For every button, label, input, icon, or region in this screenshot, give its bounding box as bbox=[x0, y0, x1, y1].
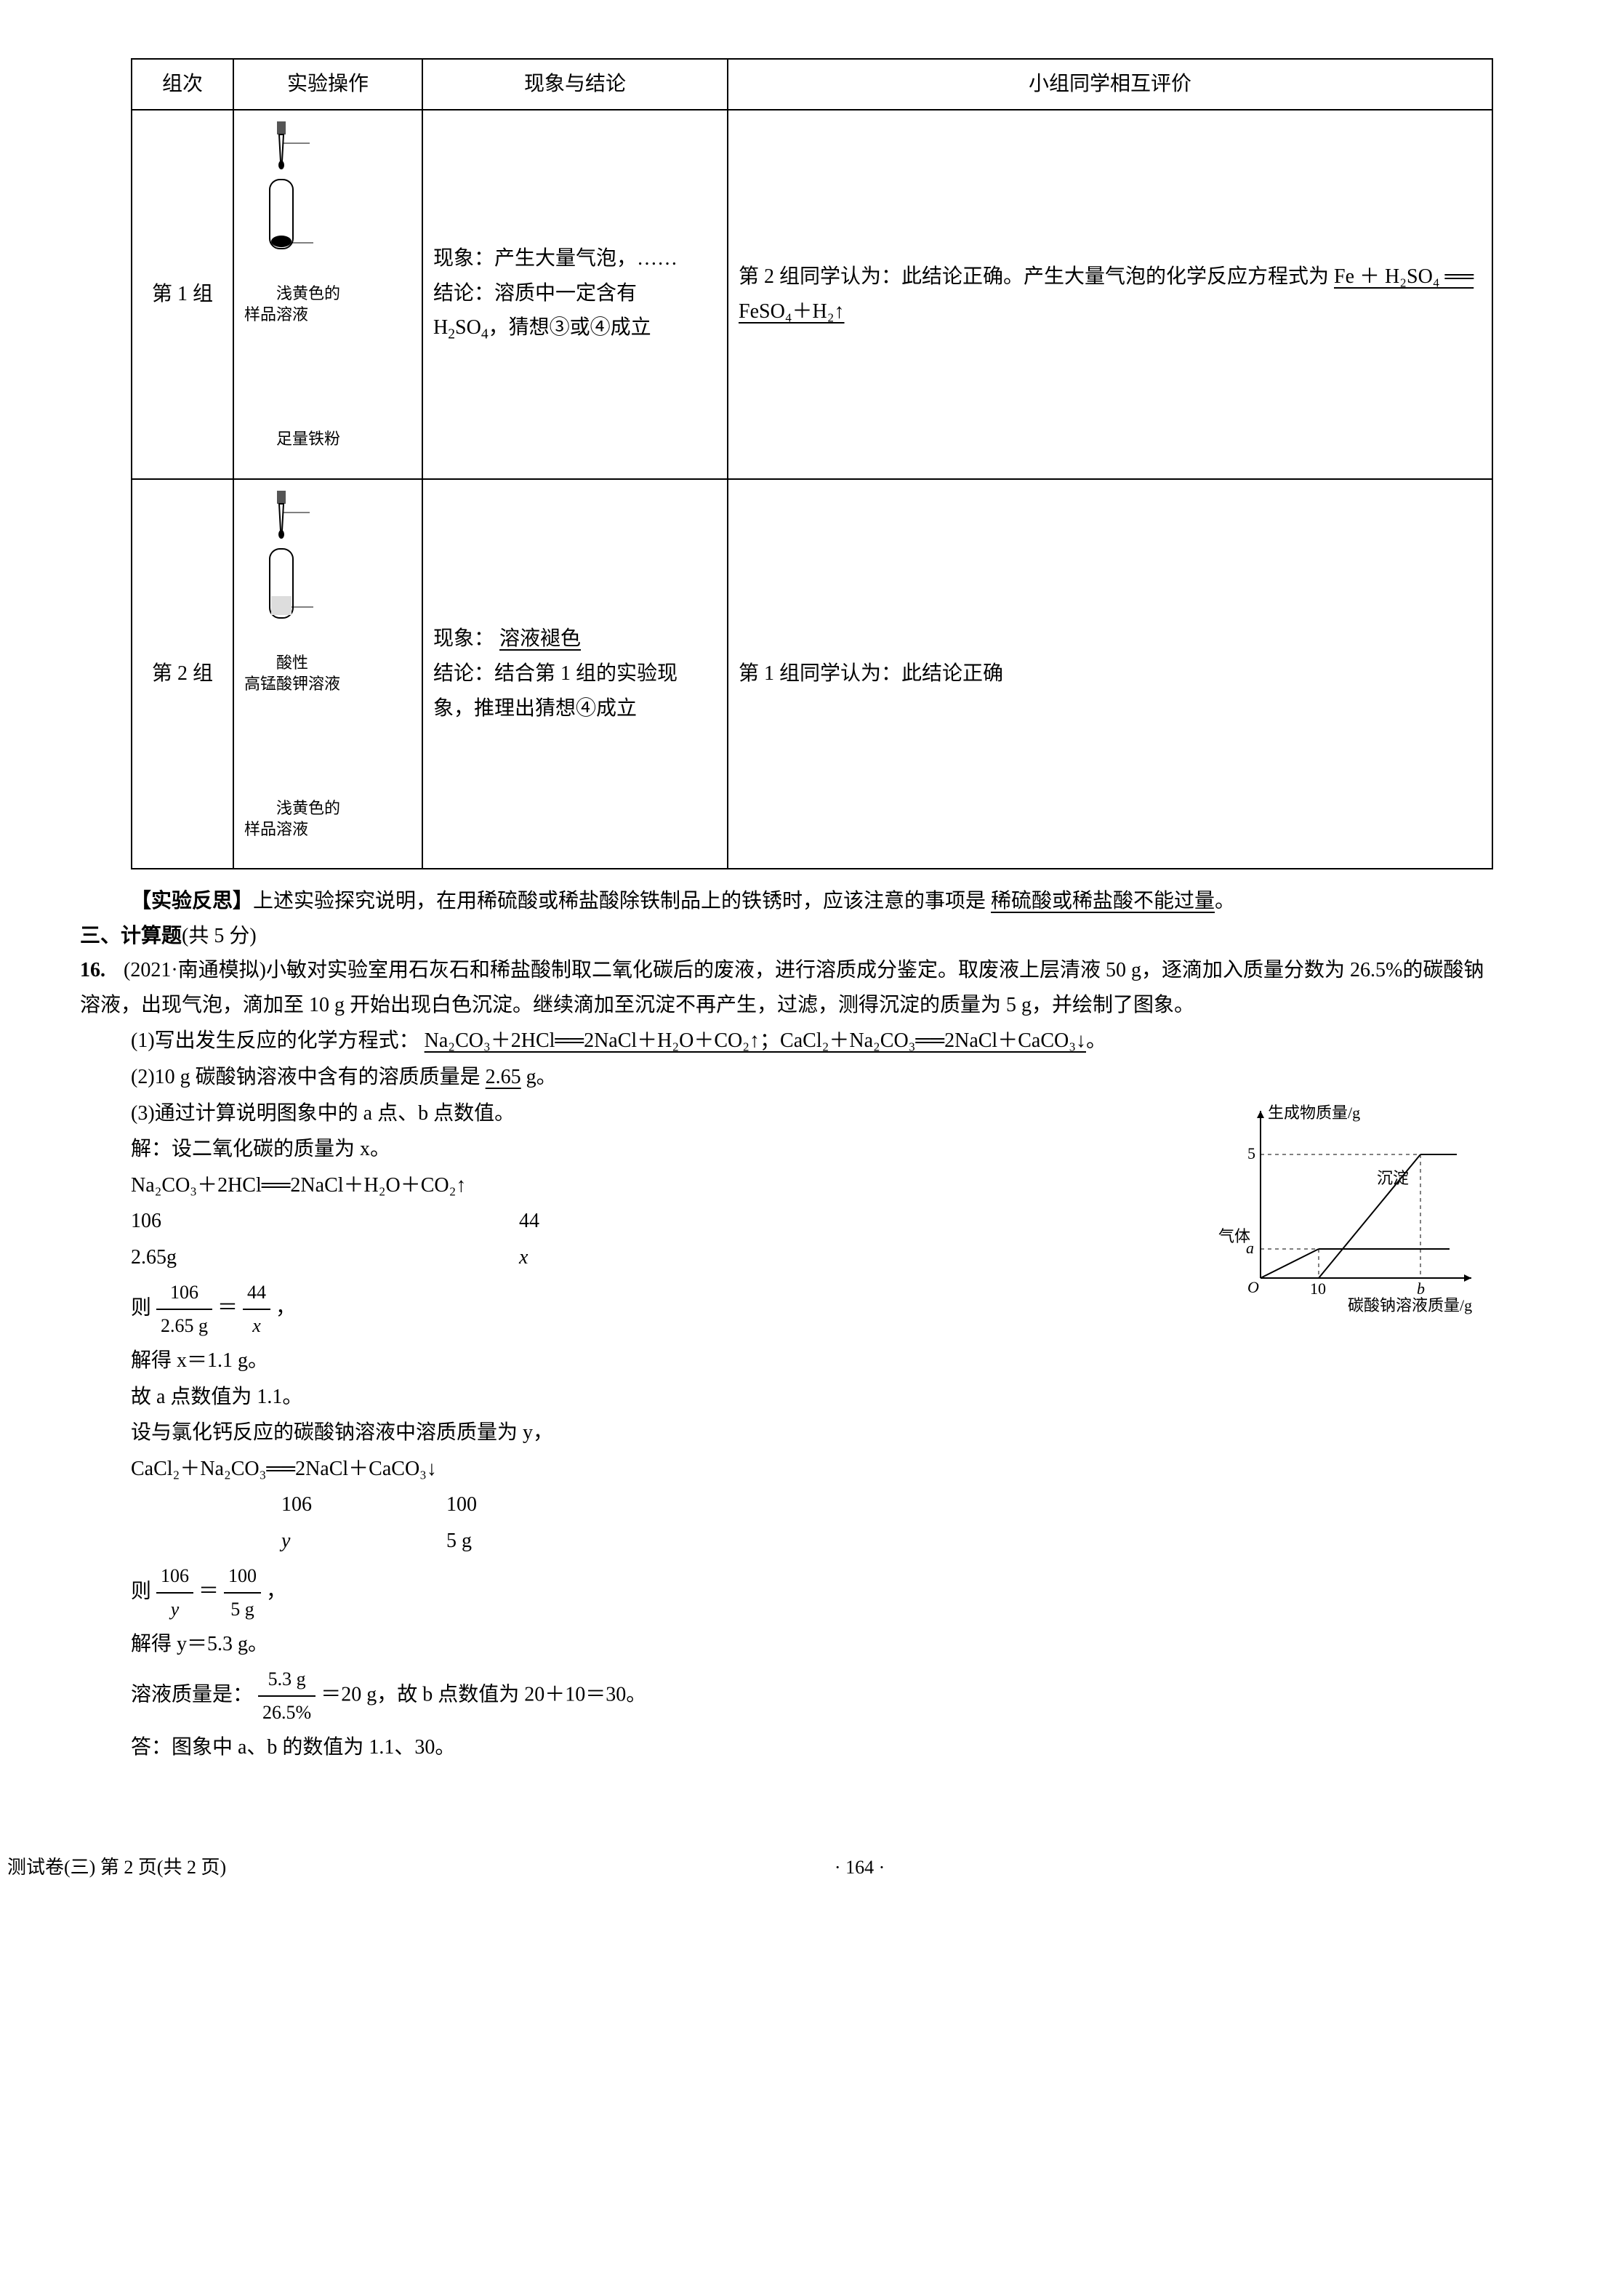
p2-unit: g。 bbox=[526, 1066, 557, 1088]
q-source: (2021·南通模拟) bbox=[124, 959, 266, 981]
reflection-text: 上述实验探究说明，在用稀硫酸或稀盐酸除铁制品上的铁锈时，应该注意的事项是 bbox=[253, 890, 986, 912]
sol-line: 则 106y ＝ 1005 g ， bbox=[131, 1560, 1493, 1626]
th-group: 组次 bbox=[132, 59, 233, 110]
graph-ylabel: 生成物质量/g bbox=[1268, 1104, 1360, 1122]
reflection-line: 【实验反思】上述实验探究说明，在用稀硫酸或稀盐酸除铁制品上的铁锈时，应该注意的事… bbox=[131, 884, 1493, 919]
row2-group: 第 2 组 bbox=[132, 479, 233, 869]
row2-eval: 第 1 组同学认为：此结论正确 bbox=[728, 479, 1492, 869]
row1-obs: 现象：产生大量气泡，…… 结论：溶质中一定含有 H2SO4，猜想③或④成立 bbox=[422, 110, 728, 479]
row2-obs: 现象： 溶液褪色 结论：结合第 1 组的实验现象，推理出猜想④成立 bbox=[422, 479, 728, 869]
diagram-label: 酸性 高锰酸钾溶液 bbox=[244, 654, 340, 693]
obs-text: 结论：结合第 1 组的实验现象，推理出猜想④成立 bbox=[433, 662, 678, 720]
graph-legend-gas: 气体 bbox=[1218, 1227, 1250, 1245]
sol-line: 答：图象中 a、b 的数值为 1.1、30。 bbox=[131, 1730, 1493, 1765]
graph-legend-precip: 沉淀 bbox=[1377, 1169, 1409, 1187]
sol-pre: 则 bbox=[131, 1296, 151, 1319]
q16: 16.(2021·南通模拟)小敏对实验室用石灰石和稀盐酸制取二氧化碳后的废液，进… bbox=[80, 953, 1493, 1022]
footer-right: · 164 · bbox=[835, 1852, 885, 1884]
sol-val: 2.65g bbox=[131, 1240, 204, 1275]
obs-text: ，猜想③或④成立 bbox=[489, 316, 651, 339]
section3-title: 三、计算题(共 5 分) bbox=[80, 919, 1493, 954]
q-stem: 小敏对实验室用石灰石和稀盐酸制取二氧化碳后的废液，进行溶质成分鉴定。取废液上层清… bbox=[80, 959, 1484, 1016]
obs-text: 现象：产生大量气泡，…… bbox=[433, 247, 678, 270]
sol-post: ， bbox=[276, 1296, 296, 1319]
sol-line: CaCl₂＋Na₂CO₃══2NaCl＋CaCO₃↓ bbox=[131, 1452, 1493, 1487]
th-obs: 现象与结论 bbox=[422, 59, 728, 110]
sol-val: 106 bbox=[131, 1204, 189, 1239]
experiment-table: 组次 实验操作 现象与结论 小组同学相互评价 第 1 组 浅黄色的 样品溶液 足… bbox=[131, 58, 1493, 869]
graph-xb: b bbox=[1417, 1279, 1425, 1298]
p2-answer: 2.65 bbox=[486, 1066, 521, 1088]
diagram-label: 浅黄色的 样品溶液 bbox=[244, 799, 340, 838]
graph-x10: 10 bbox=[1310, 1279, 1326, 1298]
p1-answer: Na₂CO₃＋2HCl══2NaCl＋H₂O＋CO₂↑；CaCl₂＋Na₂CO₃… bbox=[425, 1029, 1086, 1052]
sol-val: 106 bbox=[281, 1487, 441, 1522]
section-points: (共 5 分) bbox=[182, 925, 257, 947]
dropper-tube-diagram bbox=[244, 118, 324, 263]
frac-den: 2.65 g bbox=[156, 1310, 212, 1342]
frac-den: x bbox=[243, 1310, 270, 1342]
sol-line: 溶液质量是： 5.3 g26.5% ＝20 g，故 b 点数值为 20＋10＝3… bbox=[131, 1663, 1493, 1729]
table-row: 第 2 组 酸性 高锰酸钾溶液 浅黄色的 样品溶液 现象： 溶液褪色 结论：结合… bbox=[132, 479, 1492, 869]
sol-pre: 溶液质量是： bbox=[131, 1683, 253, 1706]
sol-val: 5 g bbox=[446, 1530, 472, 1552]
sol-line: 106 100 bbox=[131, 1487, 1493, 1522]
mass-graph: 生成物质量/g 5 a O 10 b 碳酸钠溶液质量/g 气体 沉淀 bbox=[1217, 1096, 1493, 1314]
q-num: 16. bbox=[80, 953, 124, 988]
obs-text: 现象： bbox=[433, 627, 494, 650]
frac-num: 5.3 g bbox=[258, 1663, 315, 1697]
diagram-label: 足量铁粉 bbox=[276, 430, 340, 448]
row1-eval: 第 2 组同学认为：此结论正确。产生大量气泡的化学反应方程式为 Fe ＋ H₂S… bbox=[728, 110, 1492, 479]
sol-eq: ＝ bbox=[198, 1580, 219, 1602]
sol-line: 解得 x＝1.1 g。 bbox=[131, 1343, 1493, 1378]
p2-label: (2)10 g 碳酸钠溶液中含有的溶质质量是 bbox=[131, 1066, 481, 1088]
sol-val: x bbox=[519, 1246, 528, 1269]
sol-line: 设与氯化钙反应的碳酸钠溶液中溶质质量为 y， bbox=[131, 1415, 1493, 1450]
p1-end: 。 bbox=[1086, 1029, 1106, 1052]
sol-post: ＝20 g，故 b 点数值为 20＋10＝30。 bbox=[321, 1683, 646, 1706]
th-eval: 小组同学相互评价 bbox=[728, 59, 1492, 110]
sol-eq: ＝ bbox=[217, 1296, 238, 1319]
reflection-answer: 稀硫酸或稀盐酸不能过量 bbox=[991, 890, 1215, 912]
sol-val: y bbox=[281, 1524, 441, 1559]
row2-diagram-cell: 酸性 高锰酸钾溶液 浅黄色的 样品溶液 bbox=[233, 479, 422, 869]
reflection-period: 。 bbox=[1215, 890, 1235, 912]
obs-answer: 溶液褪色 bbox=[499, 627, 581, 650]
frac-den: 5 g bbox=[224, 1594, 261, 1626]
sol-line: 解得 y＝5.3 g。 bbox=[131, 1627, 1493, 1662]
frac-num: 100 bbox=[224, 1560, 261, 1594]
eval-text: 第 2 组同学认为：此结论正确。产生大量气泡的化学反应方程式为 bbox=[739, 265, 1329, 288]
frac-num: 106 bbox=[156, 1560, 193, 1594]
graph-container: 生成物质量/g 5 a O 10 b 碳酸钠溶液质量/g 气体 沉淀 bbox=[1217, 1096, 1493, 1326]
row1-diagram-cell: 浅黄色的 样品溶液 足量铁粉 bbox=[233, 110, 422, 479]
q16-p2: (2)10 g 碳酸钠溶液中含有的溶质质量是 2.65 g。 bbox=[131, 1060, 1493, 1095]
reflection-label: 【实验反思】 bbox=[131, 890, 253, 912]
section-title-text: 三、计算题 bbox=[80, 925, 182, 947]
frac-num: 106 bbox=[156, 1277, 212, 1310]
frac-num: 44 bbox=[243, 1277, 270, 1310]
th-op: 实验操作 bbox=[233, 59, 422, 110]
sol-val: 44 bbox=[519, 1210, 539, 1232]
sol-pre: 则 bbox=[131, 1580, 151, 1602]
dropper-tube-diagram bbox=[244, 487, 324, 632]
graph-xlabel: 碳酸钠溶液质量/g bbox=[1348, 1296, 1472, 1314]
diagram-label: 浅黄色的 样品溶液 bbox=[244, 284, 340, 324]
sol-val: 100 bbox=[446, 1493, 477, 1516]
page-footer: 测试卷(三) 第 2 页(共 2 页) · 164 · bbox=[131, 1852, 1493, 1884]
obs-text: SO bbox=[455, 316, 481, 339]
p1-label: (1)写出发生反应的化学方程式： bbox=[131, 1029, 419, 1052]
table-row: 第 1 组 浅黄色的 样品溶液 足量铁粉 现象：产生大量气泡，…… 结论：溶质中… bbox=[132, 110, 1492, 479]
graph-origin: O bbox=[1247, 1278, 1259, 1296]
frac-den: 26.5% bbox=[258, 1697, 315, 1729]
q16-p1: (1)写出发生反应的化学方程式： Na₂CO₃＋2HCl══2NaCl＋H₂O＋… bbox=[131, 1024, 1493, 1058]
sol-line: y 5 g bbox=[131, 1524, 1493, 1559]
row1-group: 第 1 组 bbox=[132, 110, 233, 479]
frac-den: y bbox=[156, 1594, 193, 1626]
sol-line: 故 a 点数值为 1.1。 bbox=[131, 1380, 1493, 1415]
graph-y5: 5 bbox=[1247, 1144, 1255, 1162]
footer-left: 测试卷(三) 第 2 页(共 2 页) bbox=[7, 1852, 226, 1884]
sol-post: ， bbox=[266, 1580, 286, 1602]
